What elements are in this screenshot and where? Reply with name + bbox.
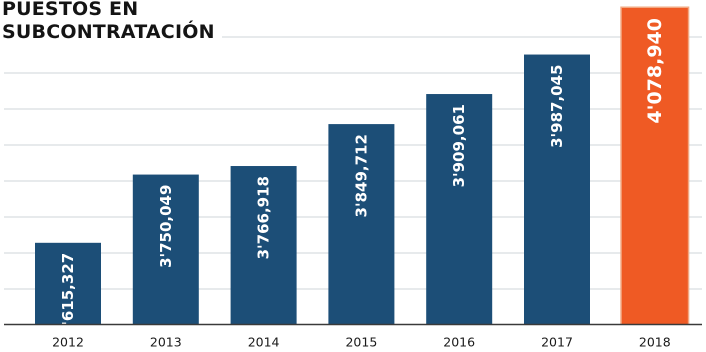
value-label-2017: 3'987,045 <box>548 65 566 148</box>
value-label-2015: 3'849,712 <box>352 134 370 217</box>
x-tick-label-2016: 2016 <box>443 335 475 350</box>
chart-title-line-1: PUESTOS EN <box>2 0 139 20</box>
x-tick-label-2012: 2012 <box>52 335 84 350</box>
chart-title: PUESTOS EN SUBCONTRATACIÓN <box>2 0 215 44</box>
x-tick-label-2013: 2013 <box>150 335 182 350</box>
x-tick-label-2018: 2018 <box>639 335 671 350</box>
x-tick-label-2015: 2015 <box>345 335 377 350</box>
bar-2016 <box>426 94 493 324</box>
x-tick-label-2017: 2017 <box>541 335 573 350</box>
bar-2014 <box>230 166 297 324</box>
bar-2012 <box>35 242 101 324</box>
value-label-2014: 3'766,918 <box>255 176 273 259</box>
value-label-2016: 3'909,061 <box>450 104 468 187</box>
x-tick-label-2014: 2014 <box>248 335 280 350</box>
bar-2018 <box>621 8 688 324</box>
bar-2015 <box>328 124 395 324</box>
value-label-2012: 3'615,327 <box>59 253 77 336</box>
value-label-2018: 4'078,940 <box>644 18 666 124</box>
bar-2013 <box>132 174 199 324</box>
chart-title-line-2: SUBCONTRATACIÓN <box>2 21 215 43</box>
bar-2017 <box>524 54 590 324</box>
value-label-2013: 3'750,049 <box>157 185 175 268</box>
